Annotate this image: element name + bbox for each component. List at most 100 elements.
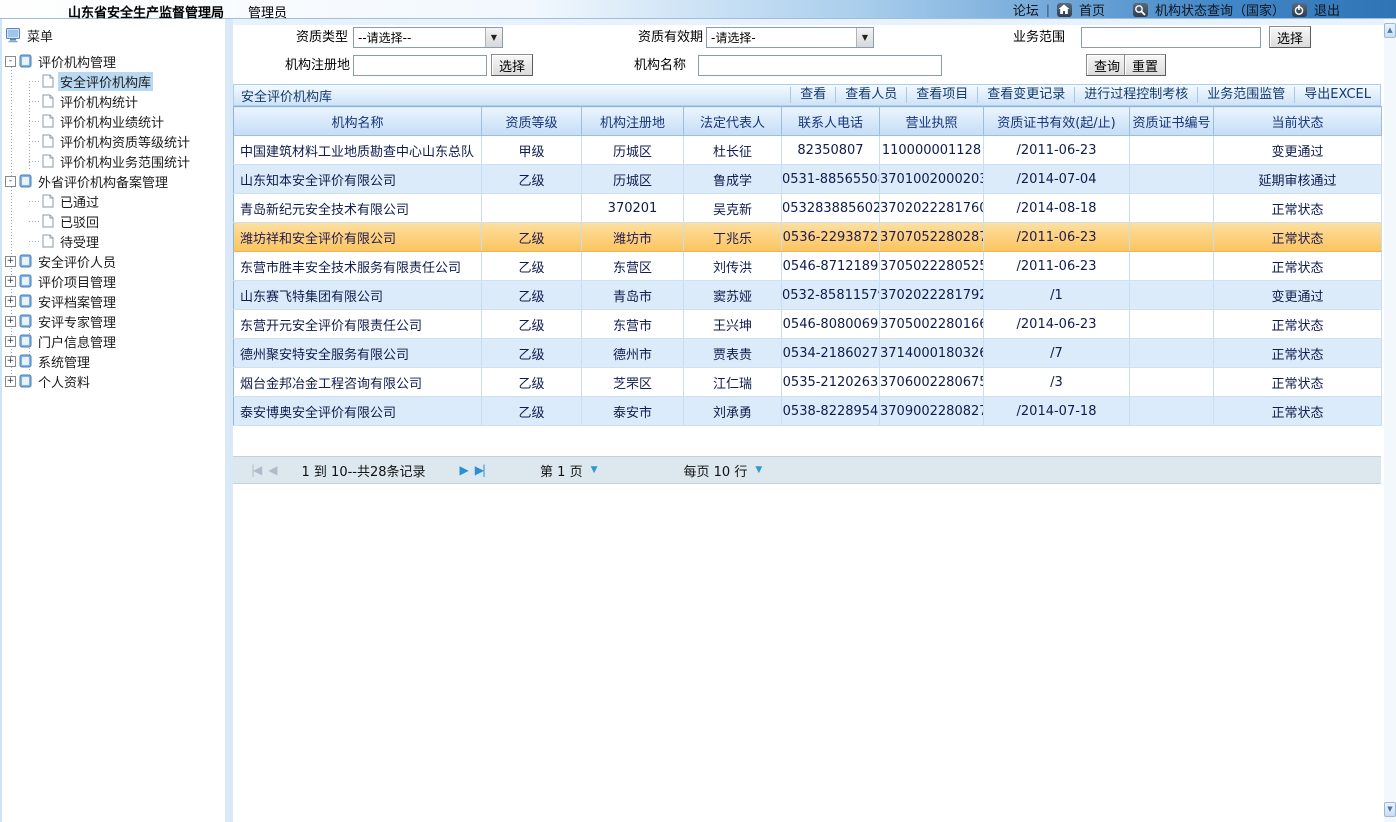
expand-icon[interactable]: +: [5, 275, 16, 287]
expand-icon[interactable]: +: [5, 335, 16, 347]
grid-title: 安全评价机构库: [241, 89, 333, 105]
status-cell[interactable]: 延期审核通过: [1213, 164, 1382, 194]
page-select-caret-icon[interactable]: ▼: [590, 465, 598, 475]
collapse-icon[interactable]: -: [5, 55, 16, 67]
sidebar-group-portal-info-mgmt[interactable]: + 门户信息管理: [5, 334, 117, 351]
col-cert-validity: 资质证书有效(起/止): [983, 106, 1130, 136]
expand-icon[interactable]: +: [5, 295, 16, 307]
collapse-icon[interactable]: -: [5, 175, 16, 187]
sidebar-item-safety-eval-org-library[interactable]: 安全评价机构库: [2, 71, 225, 91]
validity-select[interactable]: -请选择- ▼: [706, 27, 874, 48]
power-icon[interactable]: [1291, 2, 1307, 17]
table-row-selected[interactable]: 潍坊祥和安全评价有限公司 乙级 潍坊市 丁兆乐 0536-2293872 37070522…: [233, 222, 1382, 252]
per-page-caret-icon[interactable]: ▼: [755, 465, 763, 475]
first-page-button[interactable]: |◀: [251, 463, 262, 477]
col-business-license: 营业执照: [879, 106, 984, 136]
home-icon[interactable]: [1056, 2, 1072, 17]
sidebar-group-archive-mgmt[interactable]: + 安评档案管理: [5, 294, 117, 311]
table-row[interactable]: 烟台金邦冶金工程咨询有限公司 乙级 芝罘区 江仁瑞 0535-2120263 370600…: [233, 367, 1382, 397]
table-row[interactable]: 东营开元安全评价有限责任公司 乙级 东营市 王兴坤 0546-8080069 370500…: [233, 309, 1382, 339]
folder-icon: [19, 374, 32, 388]
table-row[interactable]: 青岛新纪元安全技术有限公司 370201 吴克新 053283885602 370202…: [233, 193, 1382, 223]
forum-link[interactable]: 论坛: [1012, 4, 1039, 19]
per-page-select-label[interactable]: 每页 10 行: [683, 464, 748, 480]
sidebar-group-system-mgmt[interactable]: + 系统管理: [5, 354, 91, 371]
folder-icon: [19, 254, 32, 268]
status-query-link[interactable]: 机构状态查询（国家）: [1154, 4, 1285, 19]
logout-link[interactable]: 退出: [1313, 4, 1340, 19]
home-link[interactable]: 首页: [1078, 4, 1105, 19]
scope-label: 业务范围: [1013, 30, 1066, 45]
sidebar-item-eval-org-performance-stats[interactable]: 评价机构业绩统计: [2, 111, 225, 131]
sidebar-item-approved[interactable]: 已通过: [2, 191, 225, 211]
sidebar-group-eval-org-mgmt[interactable]: - 评价机构管理: [2, 51, 225, 71]
sidebar-group-personal-profile[interactable]: + 个人资料: [5, 374, 91, 391]
folder-icon: [19, 274, 32, 288]
view-projects-button[interactable]: 查看项目: [906, 87, 977, 103]
scope-input[interactable]: [1081, 27, 1261, 48]
status-cell[interactable]: 正常状态: [1213, 367, 1382, 397]
grid-toolbar: 安全评价机构库 查看 查看人员 查看项目 查看变更记录 进行过程控制考核 业务范…: [233, 84, 1381, 106]
last-page-button[interactable]: ▶|: [474, 463, 486, 477]
sidebar-group-expert-mgmt[interactable]: + 安评专家管理: [5, 314, 117, 331]
org-table: 机构名称 资质等级 机构注册地 法定代表人 联系人电话 营业执照 资质证书有效(…: [233, 106, 1382, 426]
process-control-assessment-button[interactable]: 进行过程控制考核: [1074, 87, 1197, 103]
type-select[interactable]: --请选择-- ▼: [353, 27, 503, 48]
view-change-log-button[interactable]: 查看变更记录: [977, 87, 1074, 103]
table-row[interactable]: 东营市胜丰安全技术服务有限责任公司 乙级 东营区 刘传洪 0546-8712189 370…: [233, 251, 1382, 281]
sidebar-item-eval-org-grade-stats[interactable]: 评价机构资质等级统计: [2, 131, 225, 151]
sidebar-group-outprovince-record-mgmt[interactable]: - 外省评价机构备案管理: [2, 171, 225, 191]
next-page-button[interactable]: ▶: [459, 463, 469, 477]
sidebar-group-safety-eval-personnel[interactable]: + 安全评价人员: [5, 254, 117, 271]
magnifier-icon[interactable]: [1132, 2, 1148, 17]
scroll-up-icon[interactable]: ▲: [1384, 23, 1396, 38]
menu-header: 菜单: [2, 19, 225, 47]
vertical-scrollbar[interactable]: ▲ ▼: [1384, 19, 1396, 822]
regaddr-select-button[interactable]: 选择: [491, 54, 534, 76]
export-excel-button[interactable]: 导出EXCEL: [1294, 87, 1380, 103]
status-cell[interactable]: 变更通过: [1213, 280, 1382, 310]
name-label: 机构名称: [634, 58, 687, 73]
status-cell[interactable]: 正常状态: [1213, 338, 1382, 368]
view-personnel-button[interactable]: 查看人员: [835, 87, 906, 103]
scope-select-button[interactable]: 选择: [1269, 26, 1312, 48]
page-icon: [42, 114, 54, 128]
sidebar-item-eval-org-stats[interactable]: 评价机构统计: [2, 91, 225, 111]
folder-icon: [19, 354, 32, 368]
page-icon: [42, 154, 54, 168]
expand-icon[interactable]: +: [5, 355, 16, 367]
page-icon: [42, 194, 54, 208]
name-input[interactable]: [698, 55, 942, 76]
table-row[interactable]: 山东赛飞特集团有限公司 乙级 青岛市 窦苏娅 0532-85811579 37020222…: [233, 280, 1382, 310]
regaddr-label: 机构注册地: [285, 58, 351, 73]
sidebar-group-eval-project-mgmt[interactable]: + 评价项目管理: [5, 274, 117, 291]
status-cell[interactable]: 正常状态: [1213, 309, 1382, 339]
chevron-down-icon[interactable]: ▼: [485, 28, 502, 47]
reset-button[interactable]: 重置: [1124, 54, 1167, 76]
expand-icon[interactable]: +: [5, 315, 16, 327]
scroll-down-icon[interactable]: ▼: [1384, 802, 1396, 817]
sidebar-item-eval-org-scope-stats[interactable]: 评价机构业务范围统计: [2, 151, 225, 171]
view-button[interactable]: 查看: [790, 87, 835, 103]
status-cell[interactable]: 正常状态: [1213, 251, 1382, 281]
regaddr-input[interactable]: [353, 55, 487, 76]
table-row[interactable]: 德州聚安特安全服务有限公司 乙级 德州市 贾表贵 0534-2186027 3714000…: [233, 338, 1382, 368]
status-cell[interactable]: 正常状态: [1213, 396, 1382, 426]
prev-page-button[interactable]: ◀: [268, 463, 277, 477]
page-select-label[interactable]: 第 1 页: [540, 464, 583, 480]
table-row[interactable]: 中国建筑材料工业地质勘查中心山东总队 甲级 历城区 杜长征 82350807 110000…: [233, 135, 1382, 165]
chevron-down-icon[interactable]: ▼: [856, 28, 873, 47]
scope-supervision-button[interactable]: 业务范围监管: [1197, 87, 1294, 103]
status-cell[interactable]: 变更通过: [1213, 135, 1382, 165]
status-cell[interactable]: 正常状态: [1213, 222, 1382, 252]
table-row[interactable]: 山东知本安全评价有限公司 乙级 历城区 鲁成学 0531-88565508 3701002…: [233, 164, 1382, 194]
expand-icon[interactable]: +: [5, 375, 16, 387]
query-button[interactable]: 查询: [1086, 54, 1129, 76]
folder-icon: [19, 314, 32, 328]
sidebar-item-rejected[interactable]: 已驳回: [2, 211, 225, 231]
sidebar: 菜单 - 评价机构管理 安全评价机构库 评价机构统计 评价机构业绩统计 评价机构…: [0, 19, 225, 822]
table-row[interactable]: 泰安博奥安全评价有限公司 乙级 泰安市 刘承勇 0538-8228954 37090022…: [233, 396, 1382, 426]
sidebar-item-pending[interactable]: 待受理: [2, 231, 225, 251]
status-cell[interactable]: 正常状态: [1213, 193, 1382, 223]
expand-icon[interactable]: +: [5, 255, 16, 267]
